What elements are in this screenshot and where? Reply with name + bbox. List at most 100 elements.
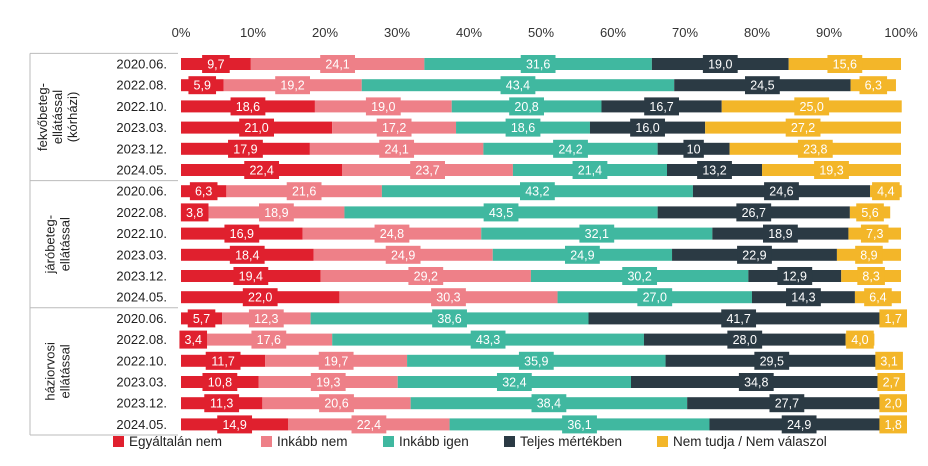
value-label: 6,3 <box>195 185 212 199</box>
value-label: 18,9 <box>264 206 288 220</box>
value-label-bg <box>483 203 519 222</box>
group-label: háziorvosi <box>43 342 58 401</box>
value-label-bg <box>242 288 278 307</box>
value-label: 18,4 <box>235 248 259 262</box>
value-label: 27,0 <box>643 291 667 305</box>
value-label: 19,0 <box>708 58 732 72</box>
row-label: 2024.05. <box>116 290 167 305</box>
value-label: 20,8 <box>514 100 538 114</box>
value-label-bg <box>496 373 532 391</box>
value-label: 7,3 <box>866 227 883 241</box>
value-label-bg <box>637 288 673 307</box>
value-label-bg <box>754 351 790 370</box>
value-label-bg <box>244 161 280 179</box>
value-labels: 9,7 24,1 31,6 19,0 15,6 5,9 19,2 43,4 24,5 6,3 18,… <box>179 55 907 434</box>
value-label: 29,5 <box>760 354 784 368</box>
x-tick-label: 30% <box>384 25 410 40</box>
legend-swatch <box>504 436 515 447</box>
value-label: 12,3 <box>254 312 278 326</box>
row-label: 2024.05. <box>116 163 167 178</box>
value-label: 38,6 <box>437 312 461 326</box>
legend: Egyáltalán nem Inkább nem Inkább igen Telje… <box>113 434 827 449</box>
row-label: 2023.12. <box>116 269 167 284</box>
group-labels: fekvőbeteg-ellátással (kórházi)járóbeteg-… <box>35 83 80 401</box>
value-label-bg <box>374 224 410 243</box>
value-label: 24,1 <box>384 142 408 156</box>
value-label-bg <box>769 394 805 413</box>
value-label-bg <box>505 118 541 137</box>
value-label-bg <box>531 394 567 413</box>
row-label: 2020.06. <box>116 184 167 199</box>
value-label: 36,1 <box>567 418 591 432</box>
value-label: 8,3 <box>862 270 879 284</box>
value-label: 21,0 <box>244 121 268 135</box>
group-label: ellátással <box>58 344 73 398</box>
value-label: 19,3 <box>819 164 843 178</box>
value-label-bg <box>509 97 544 116</box>
value-label: 24,6 <box>769 185 793 199</box>
value-label-bg <box>860 224 889 243</box>
value-label: 23,8 <box>803 142 827 156</box>
value-label-bg <box>644 97 679 116</box>
value-label-bg <box>187 309 216 328</box>
value-label-bg <box>630 118 665 137</box>
value-label-bg <box>579 224 615 243</box>
value-label: 26,7 <box>742 206 766 220</box>
value-label-bg <box>189 182 218 201</box>
value-label-bg <box>320 55 355 73</box>
value-label: 24,9 <box>391 248 415 262</box>
value-label: 21,6 <box>292 185 316 199</box>
value-label: 18,6 <box>511 121 535 135</box>
value-label: 13,2 <box>702 164 726 178</box>
group-frame <box>29 52 178 436</box>
value-label-bg <box>319 394 354 413</box>
x-tick-label: 40% <box>456 25 482 40</box>
value-label: 24,9 <box>570 248 594 262</box>
value-label-bg <box>520 182 555 201</box>
value-label: 12,9 <box>783 270 807 284</box>
row-label: 2022.08. <box>116 332 167 347</box>
value-label: 16,9 <box>230 227 254 241</box>
value-label: 17,2 <box>382 121 406 135</box>
value-label-bg <box>727 330 763 349</box>
value-label-bg <box>565 245 600 264</box>
value-label: 15,6 <box>833 58 857 72</box>
value-label-bg <box>379 139 415 158</box>
legend-swatch <box>113 436 124 447</box>
row-label: 2023.03. <box>116 247 167 262</box>
x-tick-label: 20% <box>312 25 338 40</box>
value-label: 24,5 <box>750 79 774 93</box>
value-label: 16,7 <box>649 100 673 114</box>
value-label: 38,4 <box>537 397 561 411</box>
value-label-bg <box>259 203 294 222</box>
value-label: 27,7 <box>775 397 799 411</box>
value-label-bg <box>408 267 444 285</box>
x-tick-label: 80% <box>744 25 770 40</box>
value-label: 10,8 <box>208 376 232 390</box>
row-label: 2022.08. <box>116 78 167 93</box>
value-label: 21,4 <box>578 164 602 178</box>
row-label: 2023.12. <box>116 141 167 156</box>
row-label: 2023.12. <box>116 396 167 411</box>
row-label: 2023.03. <box>116 375 167 390</box>
value-label: 35,9 <box>524 354 548 368</box>
value-label-bg <box>738 373 774 391</box>
value-label: 11,7 <box>211 354 234 368</box>
value-label-bg <box>233 267 269 285</box>
value-label: 18,6 <box>236 100 260 114</box>
value-label-bg <box>248 309 284 328</box>
group-label: (kórházi) <box>65 92 80 143</box>
x-tick-label: 100% <box>884 25 918 40</box>
value-label-bg <box>202 373 238 391</box>
value-label: 19,4 <box>239 270 263 284</box>
row-labels: 2020.06. 2022.08. 2022.10. 2023.03. 2023.12.… <box>116 57 167 432</box>
value-label: 24,8 <box>380 227 404 241</box>
value-label-bg <box>431 288 466 307</box>
group-label: ellátással <box>58 217 73 271</box>
value-label-bg <box>777 267 813 285</box>
value-label-bg <box>736 203 772 222</box>
legend-label: Inkább igen <box>399 434 469 449</box>
value-label-bg <box>410 161 445 179</box>
value-label-bg <box>622 267 658 285</box>
value-label-bg <box>856 203 884 222</box>
